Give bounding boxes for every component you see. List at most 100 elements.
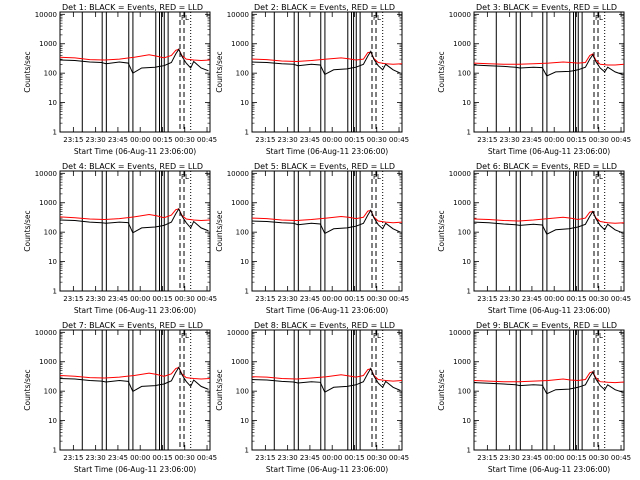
marker-label-l: L: [185, 332, 189, 340]
x-tick-label: 23:30: [278, 295, 298, 303]
x-tick-label: 23:15: [255, 454, 275, 462]
x-axis-title: Start Time (06-Aug-11 23:06:00): [266, 306, 388, 315]
x-tick-label: 00:45: [389, 295, 409, 303]
x-tick-label: 00:30: [589, 454, 609, 462]
y-tick-label: 1: [467, 129, 471, 137]
x-tick-label: 00:30: [589, 295, 609, 303]
x-tick-label: 23:15: [63, 136, 83, 144]
x-tick-label: 23:45: [108, 136, 128, 144]
x-tick-label: 23:30: [278, 136, 298, 144]
marker-label-l: L: [185, 14, 189, 22]
panel-1: Det 1: BLACK = Events, RED = LLD Counts/s…: [23, 3, 217, 156]
y-tick-label: 10000: [449, 11, 471, 19]
y-tick-label: 1: [467, 447, 471, 455]
y-tick-label: 10000: [227, 170, 249, 178]
y-tick-label: 1000: [231, 199, 249, 207]
y-axis-title: Counts/sec: [23, 210, 32, 251]
marker-label-l: L: [185, 173, 189, 181]
plot-frame: [59, 329, 211, 451]
y-tick-label: 1000: [453, 199, 471, 207]
lld-series-line: [473, 371, 625, 384]
events-series-line: [59, 366, 209, 393]
y-tick-label: 10000: [35, 170, 57, 178]
y-axis-title: Counts/sec: [215, 369, 224, 410]
x-tick-label: 23:30: [86, 136, 106, 144]
x-tick-label: 00:45: [611, 454, 631, 462]
plot-frame: [251, 329, 403, 451]
y-tick-label: 100: [236, 388, 249, 396]
events-series-line: [251, 209, 401, 235]
panel-title: Det 7: BLACK = Events, RED = LLD: [62, 321, 203, 330]
x-tick-label: 00:15: [152, 295, 172, 303]
y-tick-label: 100: [458, 70, 471, 78]
x-tick-label: 23:15: [255, 295, 275, 303]
x-tick-label: 23:45: [522, 454, 542, 462]
y-tick-label: 1000: [231, 358, 249, 366]
panel-3: Det 3: BLACK = Events, RED = LLD Counts/s…: [437, 3, 631, 156]
panel-title: Det 4: BLACK = Events, RED = LLD: [62, 162, 203, 171]
x-tick-label: 00:45: [611, 136, 631, 144]
x-axis-title: Start Time (06-Aug-11 23:06:00): [266, 147, 388, 156]
x-tick-label: 00:45: [197, 454, 217, 462]
y-tick-label: 1000: [231, 40, 249, 48]
x-tick-label: 00:00: [322, 295, 342, 303]
x-tick-label: 00:15: [344, 295, 364, 303]
y-tick-label: 1000: [453, 40, 471, 48]
panel-title: Det 6: BLACK = Events, RED = LLD: [476, 162, 617, 171]
x-tick-label: 00:15: [152, 136, 172, 144]
panel-9: Det 9: BLACK = Events, RED = LLD Counts/s…: [437, 321, 631, 474]
x-axis-title: Start Time (06-Aug-11 23:06:00): [74, 465, 196, 474]
y-tick-label: 100: [44, 388, 57, 396]
x-axis-title: Start Time (06-Aug-11 23:06:00): [74, 147, 196, 156]
panel-7: Det 7: BLACK = Events, RED = LLD Counts/s…: [23, 321, 217, 474]
panel-title: Det 1: BLACK = Events, RED = LLD: [62, 3, 203, 12]
x-tick-label: 23:15: [63, 295, 83, 303]
y-tick-label: 10: [462, 258, 471, 266]
panel-2: Det 2: BLACK = Events, RED = LLD Counts/s…: [215, 3, 409, 156]
x-tick-label: 00:30: [175, 295, 195, 303]
x-tick-label: 23:30: [500, 295, 520, 303]
panel-5: Det 5: BLACK = Events, RED = LLD Counts/s…: [215, 162, 409, 315]
events-series-line: [59, 48, 209, 74]
marker-label-p: P: [373, 14, 377, 22]
x-tick-label: 00:00: [130, 454, 150, 462]
y-tick-label: 1000: [39, 40, 57, 48]
marker-label-p: P: [373, 332, 377, 340]
y-tick-label: 100: [44, 70, 57, 78]
y-tick-label: 1: [467, 288, 471, 296]
lld-series-line: [251, 51, 403, 65]
y-axis-title: Counts/sec: [215, 51, 224, 92]
x-tick-label: 00:45: [197, 136, 217, 144]
y-tick-label: 10: [462, 417, 471, 425]
y-tick-label: 10000: [35, 11, 57, 19]
x-tick-label: 00:45: [389, 136, 409, 144]
marker-label-p: P: [595, 332, 599, 340]
x-tick-label: 23:30: [500, 454, 520, 462]
y-tick-label: 10000: [35, 329, 57, 337]
y-tick-label: 10: [240, 258, 249, 266]
x-tick-label: 23:15: [63, 454, 83, 462]
x-tick-label: 00:30: [367, 454, 387, 462]
marker-label-l: L: [599, 14, 603, 22]
y-tick-label: 10000: [227, 11, 249, 19]
events-series-line: [251, 367, 401, 393]
y-tick-label: 10: [240, 417, 249, 425]
x-tick-label: 00:30: [367, 295, 387, 303]
x-tick-label: 00:15: [344, 454, 364, 462]
x-tick-label: 00:30: [175, 454, 195, 462]
lld-series-line: [251, 209, 403, 224]
x-tick-label: 00:00: [322, 454, 342, 462]
plot-frame: [251, 11, 403, 133]
y-tick-label: 100: [458, 229, 471, 237]
marker-label-p: P: [181, 173, 185, 181]
x-tick-label: 23:45: [300, 136, 320, 144]
x-tick-label: 23:15: [477, 136, 497, 144]
panel-title: Det 2: BLACK = Events, RED = LLD: [254, 3, 395, 12]
x-tick-label: 23:45: [522, 295, 542, 303]
y-axis-title: Counts/sec: [437, 369, 446, 410]
panel-title: Det 8: BLACK = Events, RED = LLD: [254, 321, 395, 330]
x-tick-label: 23:30: [278, 454, 298, 462]
events-series-line: [473, 53, 623, 77]
lld-series-line: [59, 48, 211, 62]
